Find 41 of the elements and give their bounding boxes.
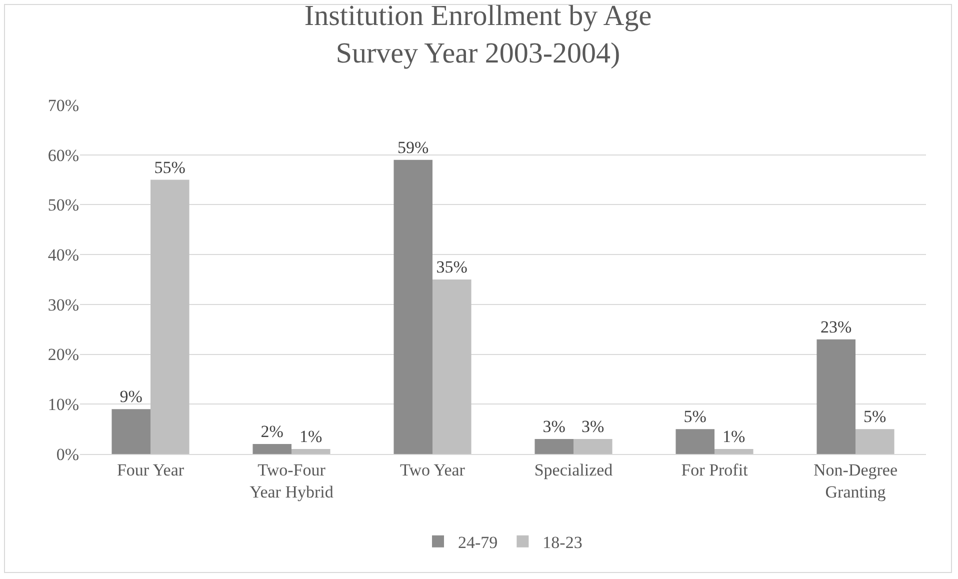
data-label: 59% (398, 138, 429, 157)
bar (534, 439, 574, 454)
bar (676, 429, 714, 454)
data-label: 1% (300, 427, 322, 446)
data-label: 2% (260, 422, 284, 442)
bar (432, 280, 472, 454)
y-tick-label: 50% (48, 196, 79, 215)
y-tick-label: 0% (56, 444, 79, 464)
bar (574, 439, 612, 454)
data-label: 23% (820, 317, 852, 336)
data-label: 1% (722, 427, 746, 446)
data-label: 9% (120, 387, 142, 406)
x-tick-label: Non-Degree Granting (813, 460, 898, 502)
chart-title: Institution Enrollment by Age Survey Year 2003-2004) (304, 0, 652, 70)
bar (856, 429, 894, 454)
data-label: 3% (582, 417, 604, 436)
x-tick-label: For Profit (681, 460, 748, 480)
y-tick-label: 30% (48, 295, 79, 314)
legend-label: 24-79 (458, 532, 498, 552)
y-tick-label: 60% (48, 146, 79, 165)
bar (714, 449, 754, 454)
data-label: 5% (684, 407, 706, 426)
x-tick-label: Two-Four Year Hybrid (250, 460, 334, 502)
bar (150, 180, 190, 454)
x-tick-label: Two Year (400, 460, 466, 480)
y-tick-label: 40% (48, 246, 79, 265)
bar (292, 449, 330, 454)
bar (252, 444, 292, 454)
y-tick-label: 10% (48, 395, 79, 414)
x-tick-label: Four Year (116, 460, 184, 480)
y-tick-label: 20% (48, 345, 79, 364)
data-label: 35% (436, 258, 468, 276)
x-tick-label: Specialized (534, 460, 614, 480)
bar (816, 339, 856, 454)
bar (394, 160, 432, 454)
bar (112, 409, 150, 454)
data-label: 55% (154, 158, 186, 177)
data-label: 5% (864, 407, 886, 426)
y-tick-label: 70% (48, 96, 79, 115)
data-label: 3% (542, 417, 566, 436)
legend-label: 18-23 (542, 532, 582, 552)
